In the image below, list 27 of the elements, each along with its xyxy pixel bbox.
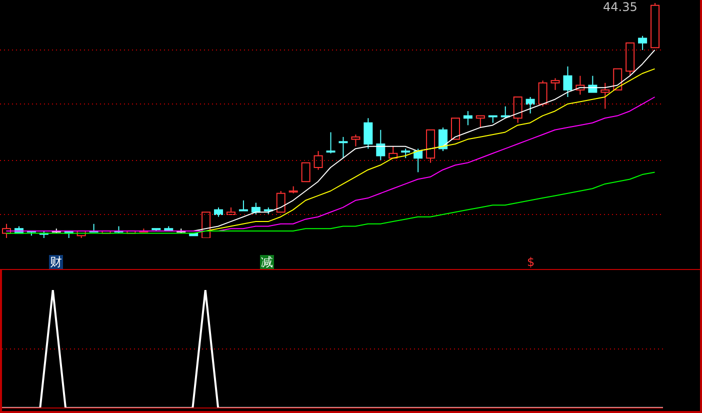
candlestick	[600, 82, 610, 110]
annotation: 44.35	[602, 0, 638, 14]
candlestick	[463, 110, 472, 126]
candlestick	[364, 118, 373, 150]
candlestick	[450, 118, 460, 140]
candlestick	[301, 162, 310, 182]
candlestick	[338, 136, 348, 159]
candlestick	[638, 35, 648, 50]
candlestick	[563, 66, 572, 98]
candlestick	[550, 78, 560, 90]
candlestick	[276, 190, 286, 213]
text: $	[526, 255, 536, 269]
candlestick	[613, 68, 622, 90]
text: 财	[49, 255, 63, 269]
candlestick	[538, 80, 548, 107]
candlestick	[351, 134, 360, 147]
candlestick	[476, 115, 485, 128]
candlestick	[238, 200, 248, 212]
candlestick	[326, 132, 336, 154]
text: 减	[260, 255, 274, 269]
candlestick	[314, 150, 323, 170]
candlestick	[401, 148, 410, 159]
candlestick	[214, 206, 224, 218]
candlestick	[438, 127, 448, 152]
candlestick	[376, 129, 386, 161]
candlestick	[513, 96, 522, 124]
candlestick	[526, 96, 535, 114]
